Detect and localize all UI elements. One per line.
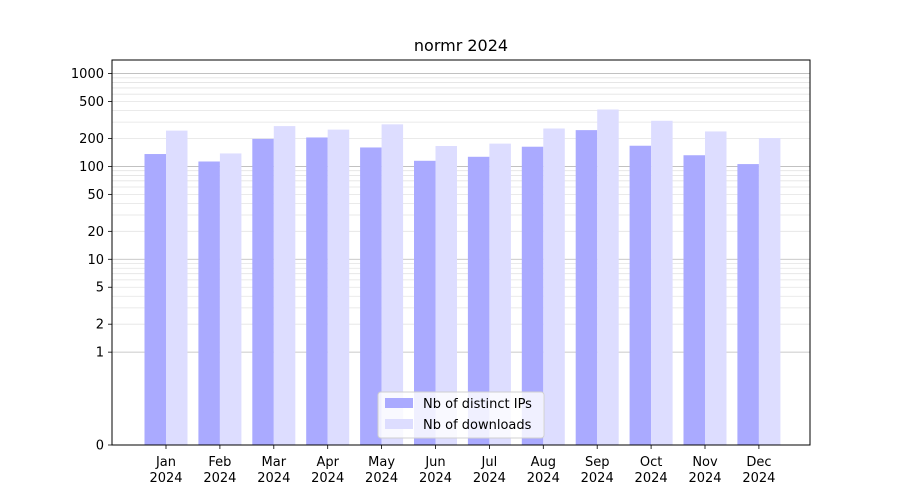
- x-tick-label-year: 2024: [742, 471, 775, 486]
- x-tick-label-month: Jan: [155, 455, 176, 470]
- x-tick-label-month: Aug: [531, 455, 556, 470]
- bars: [144, 109, 781, 446]
- x-tick-label-month: Mar: [262, 455, 287, 470]
- y-tick-label: 500: [79, 95, 104, 110]
- bar-distinct-ips-oct: [629, 145, 652, 445]
- x-tick-label-year: 2024: [473, 471, 506, 486]
- bar-downloads-aug: [543, 128, 565, 445]
- x-tick-label-year: 2024: [365, 471, 398, 486]
- bar-distinct-ips-sep: [575, 130, 598, 445]
- x-tick-label-month: Nov: [692, 455, 718, 470]
- bar-downloads-jan: [166, 130, 188, 446]
- bar-downloads-dec: [758, 138, 781, 445]
- chart-title: normr 2024: [414, 36, 508, 55]
- y-tick-label: 20: [87, 225, 104, 240]
- x-tick-label-month: Jul: [481, 455, 498, 470]
- x-axis: Jan2024Feb2024Mar2024Apr2024May2024Jun20…: [149, 445, 775, 486]
- x-tick-label-year: 2024: [203, 471, 236, 486]
- legend-box: [377, 391, 545, 439]
- x-tick-label-year: 2024: [635, 471, 668, 486]
- x-tick-label-month: Apr: [316, 455, 339, 470]
- legend-swatch: [385, 419, 413, 429]
- x-tick-label-year: 2024: [527, 471, 560, 486]
- plot-frame: [111, 59, 811, 446]
- y-tick-label: 2: [96, 318, 104, 333]
- y-tick-label: 200: [79, 132, 104, 147]
- legend-label: Nb of distinct IPs: [423, 397, 532, 412]
- x-tick-label-month: Oct: [640, 455, 662, 470]
- x-tick-label-month: Jun: [424, 455, 445, 470]
- bar-distinct-ips-jul: [467, 156, 490, 446]
- y-tick-label: 100: [79, 160, 104, 175]
- legend-swatch: [385, 398, 413, 408]
- x-tick-label-year: 2024: [419, 471, 452, 486]
- bar-distinct-ips-may: [360, 147, 382, 445]
- bar-distinct-ips-apr: [306, 137, 328, 445]
- bar-downloads-oct: [651, 120, 673, 445]
- x-tick-label-month: Sep: [585, 455, 610, 470]
- legend-label: Nb of downloads: [423, 418, 532, 433]
- x-tick-label-month: May: [368, 455, 395, 470]
- y-tick-label: 1000: [71, 67, 104, 82]
- bar-downloads-nov: [705, 131, 727, 446]
- bar-downloads-feb: [219, 153, 242, 445]
- bar-downloads-mar: [273, 126, 296, 445]
- bar-distinct-ips-feb: [198, 161, 220, 445]
- x-tick-label-month: Feb: [208, 455, 231, 470]
- x-tick-label-year: 2024: [149, 471, 182, 486]
- y-tick-label: 0: [96, 439, 104, 454]
- x-tick-label-month: Dec: [746, 455, 771, 470]
- bar-downloads-apr: [327, 129, 350, 446]
- bar-distinct-ips-nov: [683, 155, 705, 445]
- bar-distinct-ips-aug: [521, 146, 544, 446]
- bar-downloads-sep: [597, 109, 619, 446]
- y-tick-label: 10: [87, 253, 104, 268]
- x-tick-label-year: 2024: [257, 471, 290, 486]
- bar-downloads-jul: [489, 143, 511, 445]
- bar-distinct-ips-jun: [414, 160, 436, 445]
- bar-distinct-ips-jan: [144, 154, 166, 445]
- bar-distinct-ips-dec: [737, 164, 759, 445]
- bar-downloads-jun: [435, 145, 457, 445]
- legend: Nb of distinct IPs Nb of downloads: [377, 391, 545, 439]
- bar-distinct-ips-mar: [252, 138, 274, 445]
- x-tick-label-year: 2024: [581, 471, 614, 486]
- y-tick-label: 50: [87, 188, 104, 203]
- y-axis: 0 1 2 5 10 20 50 100 200 500 1000: [71, 67, 112, 454]
- x-tick-label-year: 2024: [688, 471, 721, 486]
- bar-downloads-may: [381, 124, 404, 445]
- y-tick-label: 1: [96, 346, 104, 361]
- y-tick-label: 5: [96, 281, 104, 296]
- x-tick-label-year: 2024: [311, 471, 344, 486]
